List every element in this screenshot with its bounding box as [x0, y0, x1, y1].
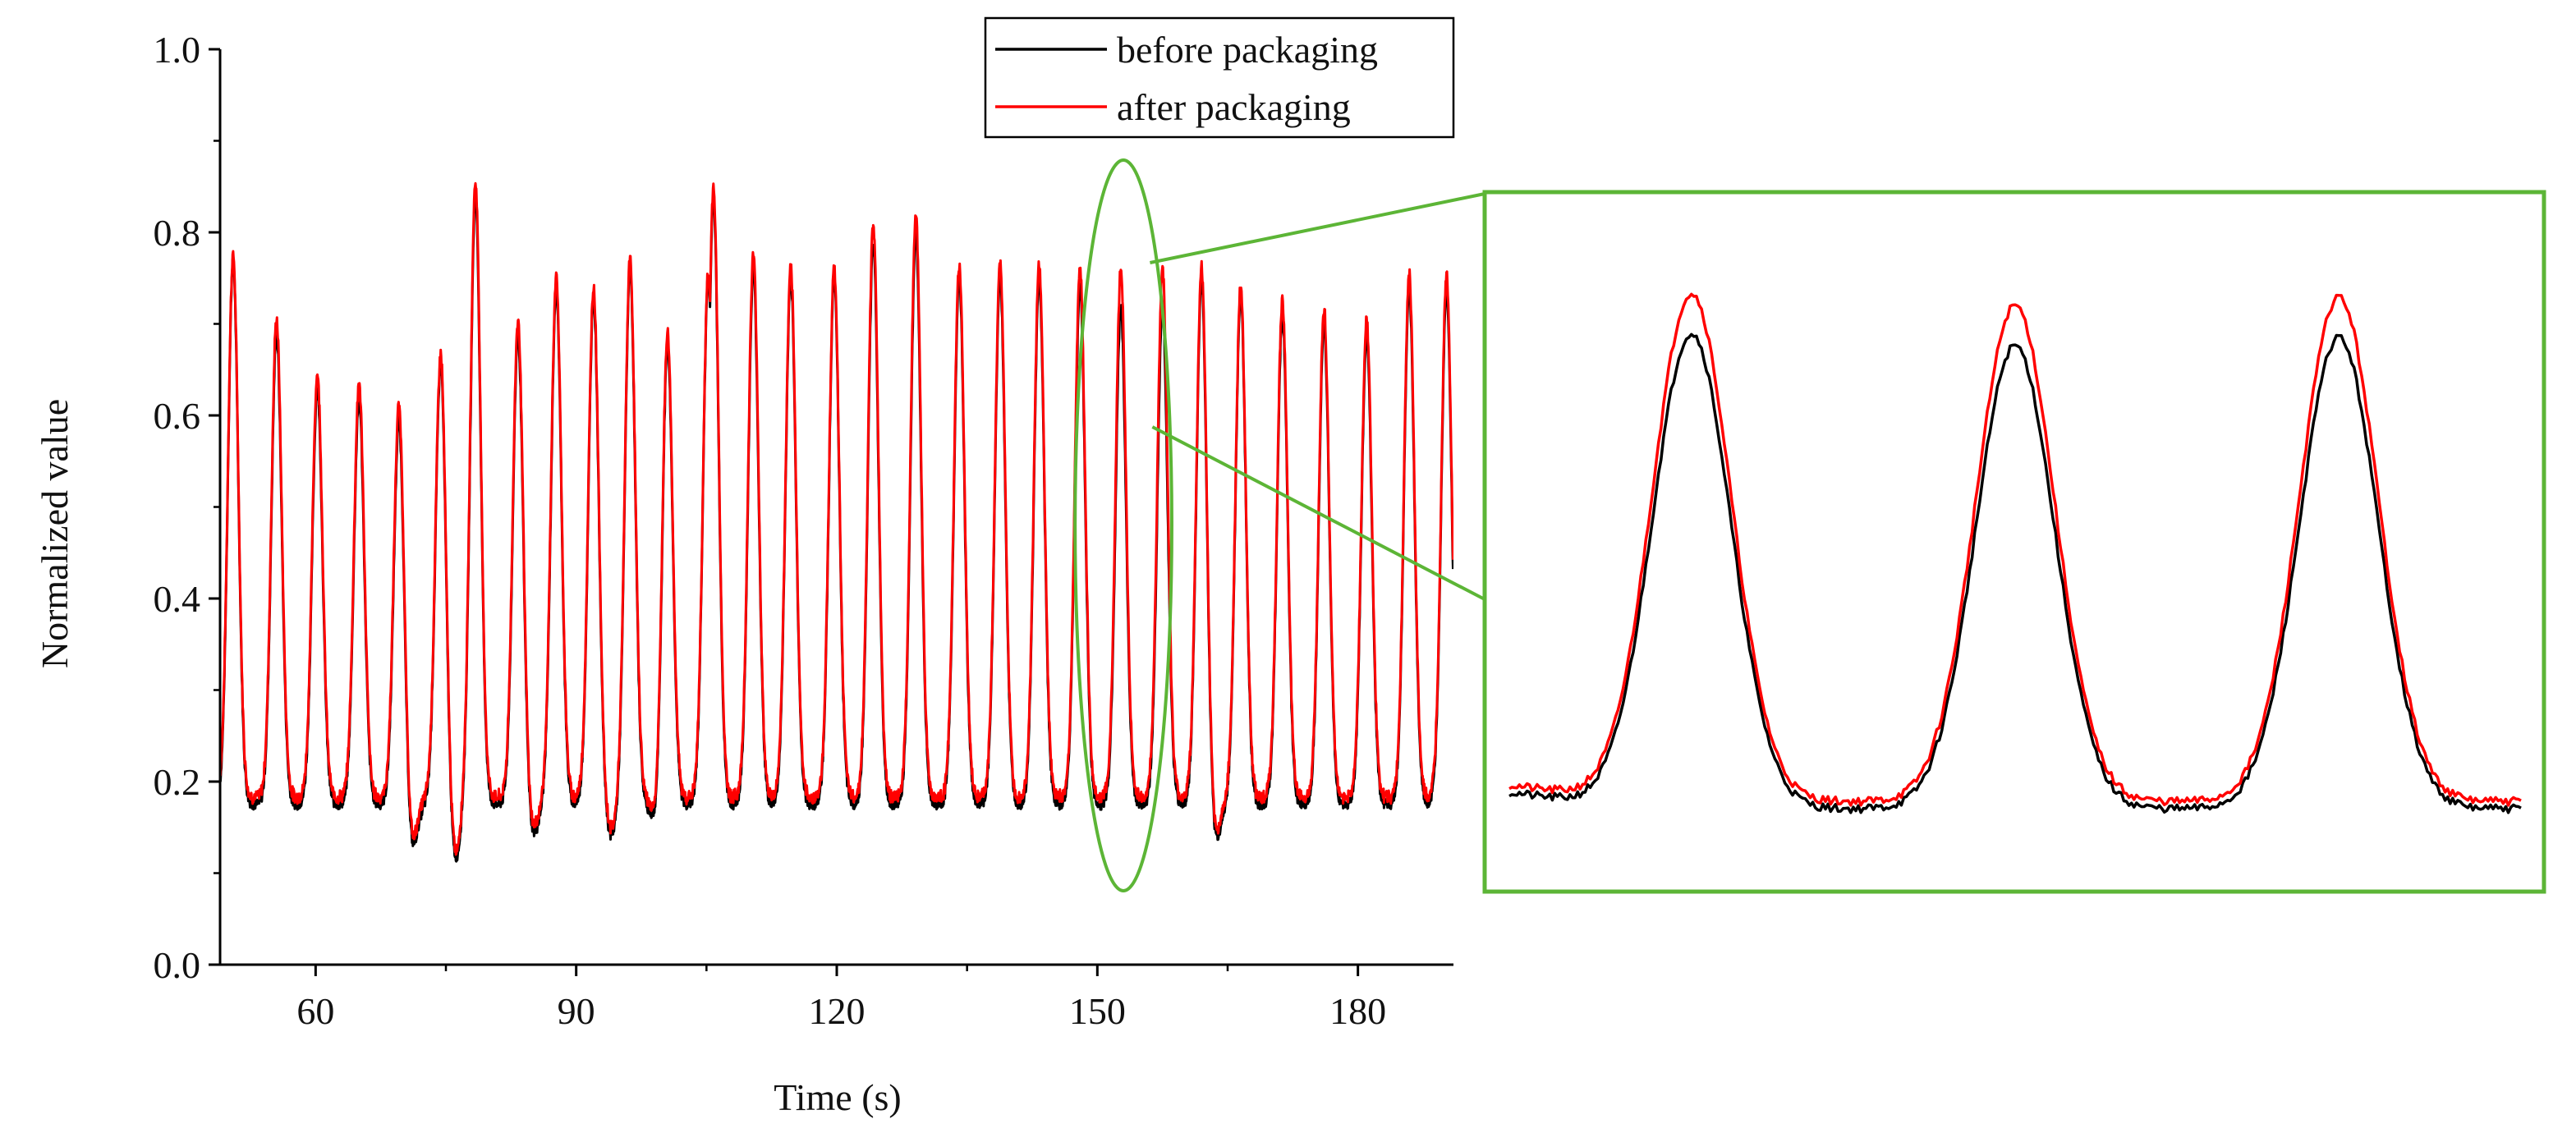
legend-label-before-packaging: before packaging [1117, 29, 1378, 71]
y-tick-label: 0.0 [154, 944, 201, 986]
legend-box [984, 16, 1455, 139]
series-line-after-packaging [220, 181, 1453, 856]
x-tick-label: 180 [1329, 990, 1386, 1032]
zoom-inset [1482, 190, 2546, 894]
inset-line-before-packaging [1508, 333, 2522, 814]
y-tick-label: 0.2 [154, 761, 201, 803]
axes: 0.0 0.2 0.4 0.6 0.8 1.0 60 90 120 150 180 [154, 29, 1453, 1032]
zoom-highlight [1073, 158, 1485, 892]
x-tick-label: 150 [1069, 990, 1126, 1032]
y-tick-label: 0.4 [154, 578, 201, 620]
x-ticks: 60 90 120 150 180 [296, 965, 1386, 1032]
legend: before packaging after packaging [984, 16, 1455, 139]
y-tick-label: 0.6 [154, 395, 201, 437]
main-plot-lines [220, 181, 1453, 863]
y-tick-label: 1.0 [154, 29, 201, 71]
x-tick-label: 120 [809, 990, 866, 1032]
inset-frame [1482, 190, 2546, 894]
x-axis-title: Time (s) [774, 1076, 902, 1118]
y-axis-title: Normalized value [34, 399, 76, 668]
zoom-connector-bottom [1151, 425, 1485, 601]
inset-line-after-packaging [1508, 292, 2522, 807]
x-tick-label: 90 [558, 990, 595, 1032]
x-tick-label: 60 [296, 990, 334, 1032]
zoom-connector-top [1150, 192, 1485, 264]
y-tick-label: 0.8 [154, 212, 201, 254]
legend-label-after-packaging: after packaging [1117, 86, 1351, 128]
y-ticks: 0.0 0.2 0.4 0.6 0.8 1.0 [154, 29, 220, 986]
highlight-ellipse [1073, 158, 1173, 892]
